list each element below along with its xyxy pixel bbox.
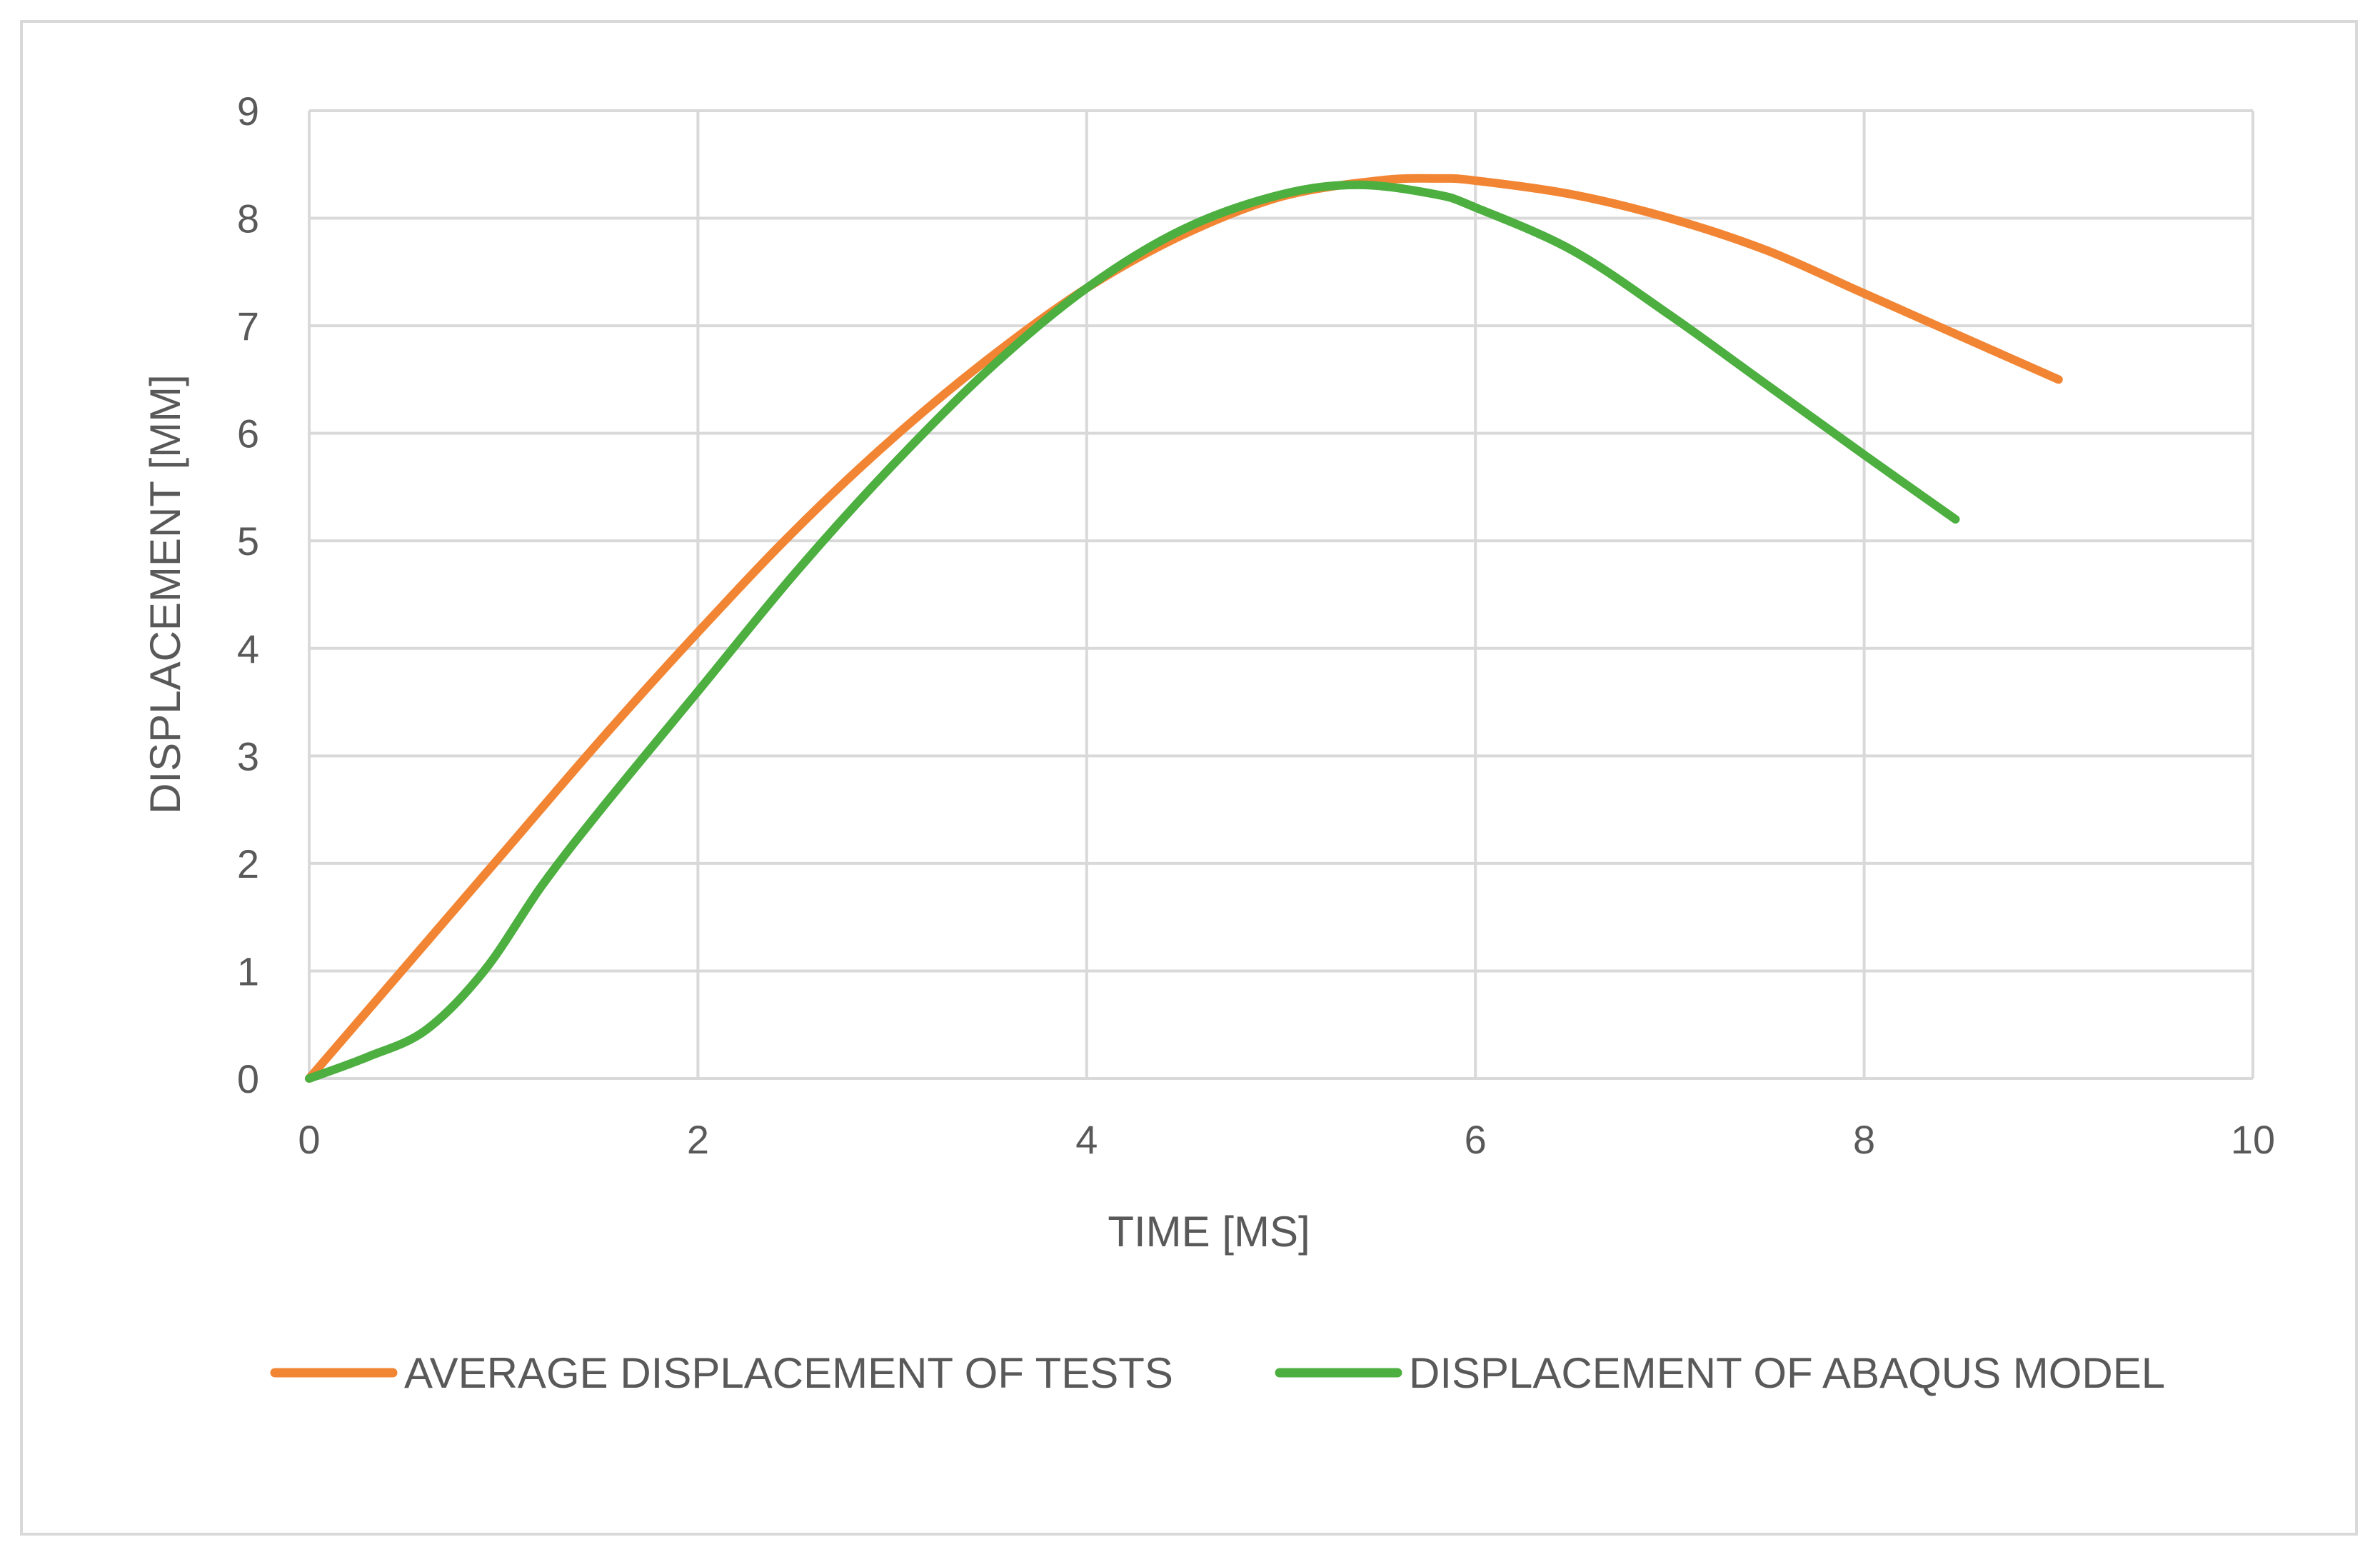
series-line-average-tests: [305, 174, 2063, 1083]
y-tick-label: 0: [237, 1056, 259, 1101]
x-tick-label: 6: [1465, 1117, 1487, 1162]
x-tick-label: 10: [2231, 1117, 2275, 1162]
y-tick-label: 8: [237, 196, 259, 241]
legend: AVERAGE DISPLACEMENT OF TESTS DISPLACEME…: [270, 1349, 2165, 1397]
x-tick-label: 0: [298, 1117, 320, 1162]
y-tick-label: 6: [237, 411, 259, 456]
x-tick-label: 8: [1853, 1117, 1875, 1162]
legend-label-tests: AVERAGE DISPLACEMENT OF TESTS: [404, 1349, 1173, 1397]
y-tick-label: 7: [237, 304, 259, 349]
y-axis-title: DISPLACEMENT [MM]: [141, 374, 189, 814]
y-tick-label: 1: [237, 948, 259, 993]
series-lines: [305, 174, 2063, 1083]
series-line-abaqus-model: [305, 180, 1960, 1083]
y-tick-label: 2: [237, 841, 259, 886]
y-tick-label: 9: [237, 89, 259, 134]
x-tick-label: 4: [1075, 1117, 1098, 1162]
gridlines: [308, 109, 2254, 1080]
chart-frame: [20, 20, 2358, 1536]
y-tick-label: 5: [237, 519, 259, 564]
x-axis-title: TIME [MS]: [1108, 1208, 1310, 1256]
legend-label-abaqus: DISPLACEMENT OF ABAQUS MODEL: [1409, 1349, 2165, 1397]
x-tick-label: 2: [687, 1117, 709, 1162]
y-tick-label: 4: [237, 626, 259, 671]
y-tick-label: 3: [237, 734, 259, 778]
tick-labels: 0 1 2 3 4 5 6 7 8 9 0 2 4 6 8 10: [237, 89, 2275, 1162]
